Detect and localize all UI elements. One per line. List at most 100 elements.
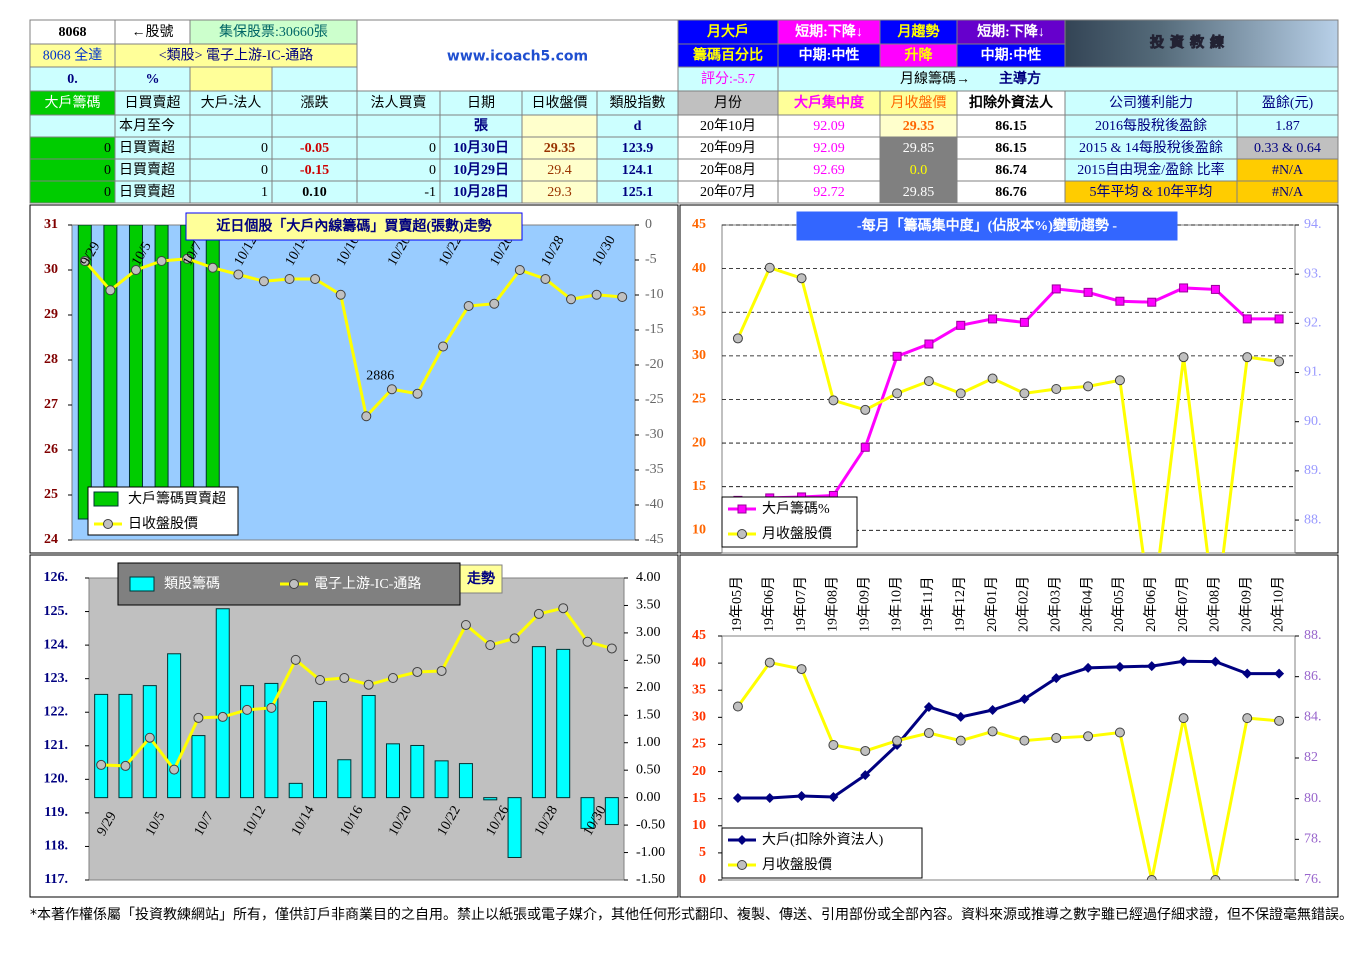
bar bbox=[410, 744, 425, 799]
y2-tick-label: -25 bbox=[645, 392, 664, 407]
point bbox=[1083, 662, 1094, 673]
point bbox=[1178, 352, 1189, 363]
table-value: #N/A bbox=[1272, 185, 1304, 200]
table-value: 0 bbox=[261, 141, 268, 156]
x-tick-label: 19年12月 bbox=[952, 576, 968, 632]
y-tick-label: 123. bbox=[44, 671, 69, 686]
table-header: 盈餘(元) bbox=[1262, 94, 1314, 111]
title-box bbox=[185, 212, 523, 241]
table-value: 0 bbox=[429, 141, 436, 156]
point bbox=[828, 792, 839, 803]
point bbox=[485, 640, 496, 651]
y2-tick-label: -1.00 bbox=[636, 845, 665, 860]
y2-tick-label: -45 bbox=[645, 532, 664, 547]
y-tick-label: 15 bbox=[692, 479, 706, 494]
y2-tick-label: 80. bbox=[1304, 791, 1322, 806]
point bbox=[1274, 356, 1285, 367]
header-cell bbox=[114, 66, 191, 92]
table-value: 92.69 bbox=[813, 163, 845, 178]
header-code-label: ←股號 bbox=[132, 24, 174, 40]
y2-tick-label: 88. bbox=[1304, 512, 1322, 527]
y-tick-label: 40 bbox=[692, 655, 706, 670]
point bbox=[1019, 735, 1030, 746]
point bbox=[1242, 352, 1253, 363]
point bbox=[1019, 694, 1030, 705]
table-header: 公司獲利能力 bbox=[1109, 95, 1193, 111]
y2-tick-label: 93. bbox=[1304, 266, 1322, 281]
bar bbox=[191, 735, 206, 799]
point bbox=[1242, 668, 1253, 679]
table-value: 2015 & 14每股稅後盈餘 bbox=[1079, 139, 1223, 156]
footer: *本著作權係屬「投資教練網站」所有，僅供訂戶非商業目的之自用。禁止以紙張或電子媒… bbox=[30, 906, 1353, 923]
table-value: 124.1 bbox=[622, 163, 654, 178]
bar bbox=[167, 653, 182, 799]
point bbox=[732, 793, 743, 804]
y2-tick-label: 4.00 bbox=[636, 570, 661, 585]
table-value: 2016每股稅後盈餘 bbox=[1095, 117, 1207, 134]
table-value: 日買賣超 bbox=[119, 184, 175, 200]
y2-tick-label: 1.50 bbox=[636, 707, 661, 722]
table-header: 大戶集中度 bbox=[794, 94, 865, 111]
table-cell bbox=[356, 114, 441, 138]
table-header-cell bbox=[1064, 90, 1238, 116]
table-value: 20年09月 bbox=[700, 140, 756, 156]
point bbox=[860, 770, 871, 781]
annotation: 2886 bbox=[366, 368, 394, 383]
bar bbox=[458, 763, 473, 799]
table-value: 10月30日 bbox=[453, 140, 509, 156]
table-value: 20年10月 bbox=[700, 118, 756, 134]
point bbox=[892, 388, 903, 399]
y2-tick-label: -20 bbox=[645, 357, 664, 372]
table-cell bbox=[1236, 180, 1339, 204]
point bbox=[1051, 732, 1062, 743]
y2-tick-label: 1.00 bbox=[636, 735, 661, 750]
point bbox=[1178, 713, 1189, 724]
table-header: 日收盤價 bbox=[532, 94, 588, 111]
table-value: 2015自由現金/盈餘 比率 bbox=[1077, 161, 1224, 178]
line bbox=[736, 265, 1280, 553]
chart-title: -每月「籌碼集中度」(佔股本%)變動趨勢 - bbox=[857, 217, 1117, 234]
table-cell bbox=[189, 136, 273, 160]
point bbox=[923, 701, 934, 712]
table-value: 92.09 bbox=[813, 119, 845, 134]
table-value: 1.87 bbox=[1275, 119, 1300, 134]
point bbox=[956, 320, 966, 330]
point bbox=[258, 276, 269, 287]
y-tick-label: 118. bbox=[44, 839, 68, 854]
y2-tick-label: 3.00 bbox=[636, 625, 661, 640]
legend-label: 類股籌碼 bbox=[164, 576, 220, 592]
point bbox=[1178, 656, 1189, 667]
bar bbox=[434, 760, 449, 799]
y2-tick-label: 86. bbox=[1304, 669, 1322, 684]
y2-tick-label: 82 bbox=[1304, 750, 1318, 765]
table-header-cell bbox=[189, 90, 273, 116]
header-cell bbox=[677, 19, 779, 45]
table-value: 0 bbox=[261, 163, 268, 178]
point bbox=[1019, 317, 1029, 327]
bar bbox=[240, 685, 255, 799]
point bbox=[412, 388, 423, 399]
table-header: 大戶籌碼 bbox=[45, 95, 101, 111]
table-value: 0 bbox=[104, 185, 111, 200]
point bbox=[169, 764, 180, 775]
bar bbox=[288, 782, 303, 799]
x-tick-label: 20年06月 bbox=[1143, 576, 1159, 632]
line bbox=[737, 286, 1280, 502]
point bbox=[1274, 668, 1285, 679]
legend-label: 月收盤股價 bbox=[762, 525, 832, 542]
y-tick-label: 119. bbox=[44, 805, 68, 820]
point bbox=[955, 711, 966, 722]
point bbox=[387, 672, 398, 683]
point bbox=[284, 274, 295, 284]
bar bbox=[180, 225, 195, 520]
point bbox=[1274, 314, 1284, 324]
bar bbox=[483, 797, 498, 801]
table-value: 1 bbox=[261, 185, 268, 200]
point bbox=[193, 712, 204, 723]
x-tick-label: 19年05月 bbox=[729, 576, 745, 632]
table-header-cell bbox=[271, 90, 358, 116]
y2-tick-label: 84. bbox=[1304, 710, 1322, 725]
line bbox=[737, 659, 1280, 800]
y-tick-label: 24 bbox=[44, 532, 58, 547]
table-value: 92.09 bbox=[813, 141, 845, 156]
